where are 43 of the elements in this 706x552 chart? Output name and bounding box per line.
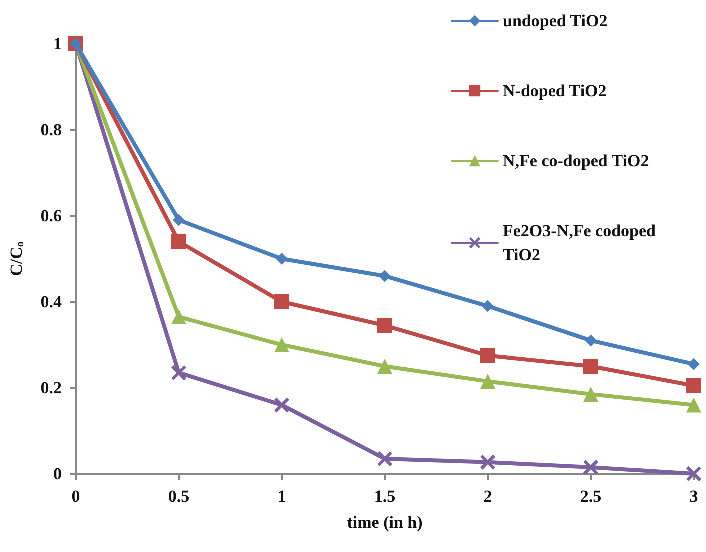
point [688, 358, 700, 370]
point [276, 253, 288, 265]
point [274, 398, 290, 413]
point [585, 334, 597, 347]
point [584, 460, 598, 476]
point [378, 359, 392, 374]
y-tick-label: 0.4 [40, 292, 62, 312]
x-tick-label: 2 [484, 487, 492, 506]
x-axis-title: time (in h) [347, 513, 423, 532]
point [274, 338, 290, 352]
point [482, 300, 494, 312]
point [480, 348, 496, 364]
x-tick-label: 3 [690, 487, 698, 506]
x-tick-label: 1.5 [374, 487, 396, 506]
x-tick-label: 2.5 [580, 487, 602, 506]
point [480, 454, 496, 470]
point [172, 310, 186, 325]
y-axis-title: C/Co [7, 241, 26, 276]
point [584, 359, 598, 374]
legend-label: N,Fe co-doped TiO2 [503, 152, 650, 170]
point [686, 398, 702, 413]
point [378, 318, 392, 334]
point [378, 451, 392, 466]
y-tick-label: 0.2 [40, 378, 62, 398]
y-tick-label: 1 [54, 34, 62, 54]
x-tick-label: 1 [278, 487, 286, 506]
point [172, 234, 186, 250]
point [686, 466, 702, 482]
x-tick-label: 0 [72, 487, 80, 506]
point [480, 374, 496, 390]
point [379, 270, 391, 282]
legend-label: undoped TiO2 [503, 12, 608, 30]
point [173, 214, 185, 226]
y-tick-label: 0 [54, 464, 62, 484]
point [584, 386, 598, 402]
x-tick-label: 0.5 [168, 487, 190, 506]
point [172, 365, 186, 380]
legend-label: N-doped TiO2 [503, 82, 607, 100]
point [686, 378, 702, 394]
y-tick-label: 0.8 [40, 120, 62, 140]
y-tick-label: 0.6 [40, 206, 62, 226]
point [274, 294, 290, 310]
legend-label: Fe2O3-N,Fe codoped TiO2 [503, 222, 660, 264]
